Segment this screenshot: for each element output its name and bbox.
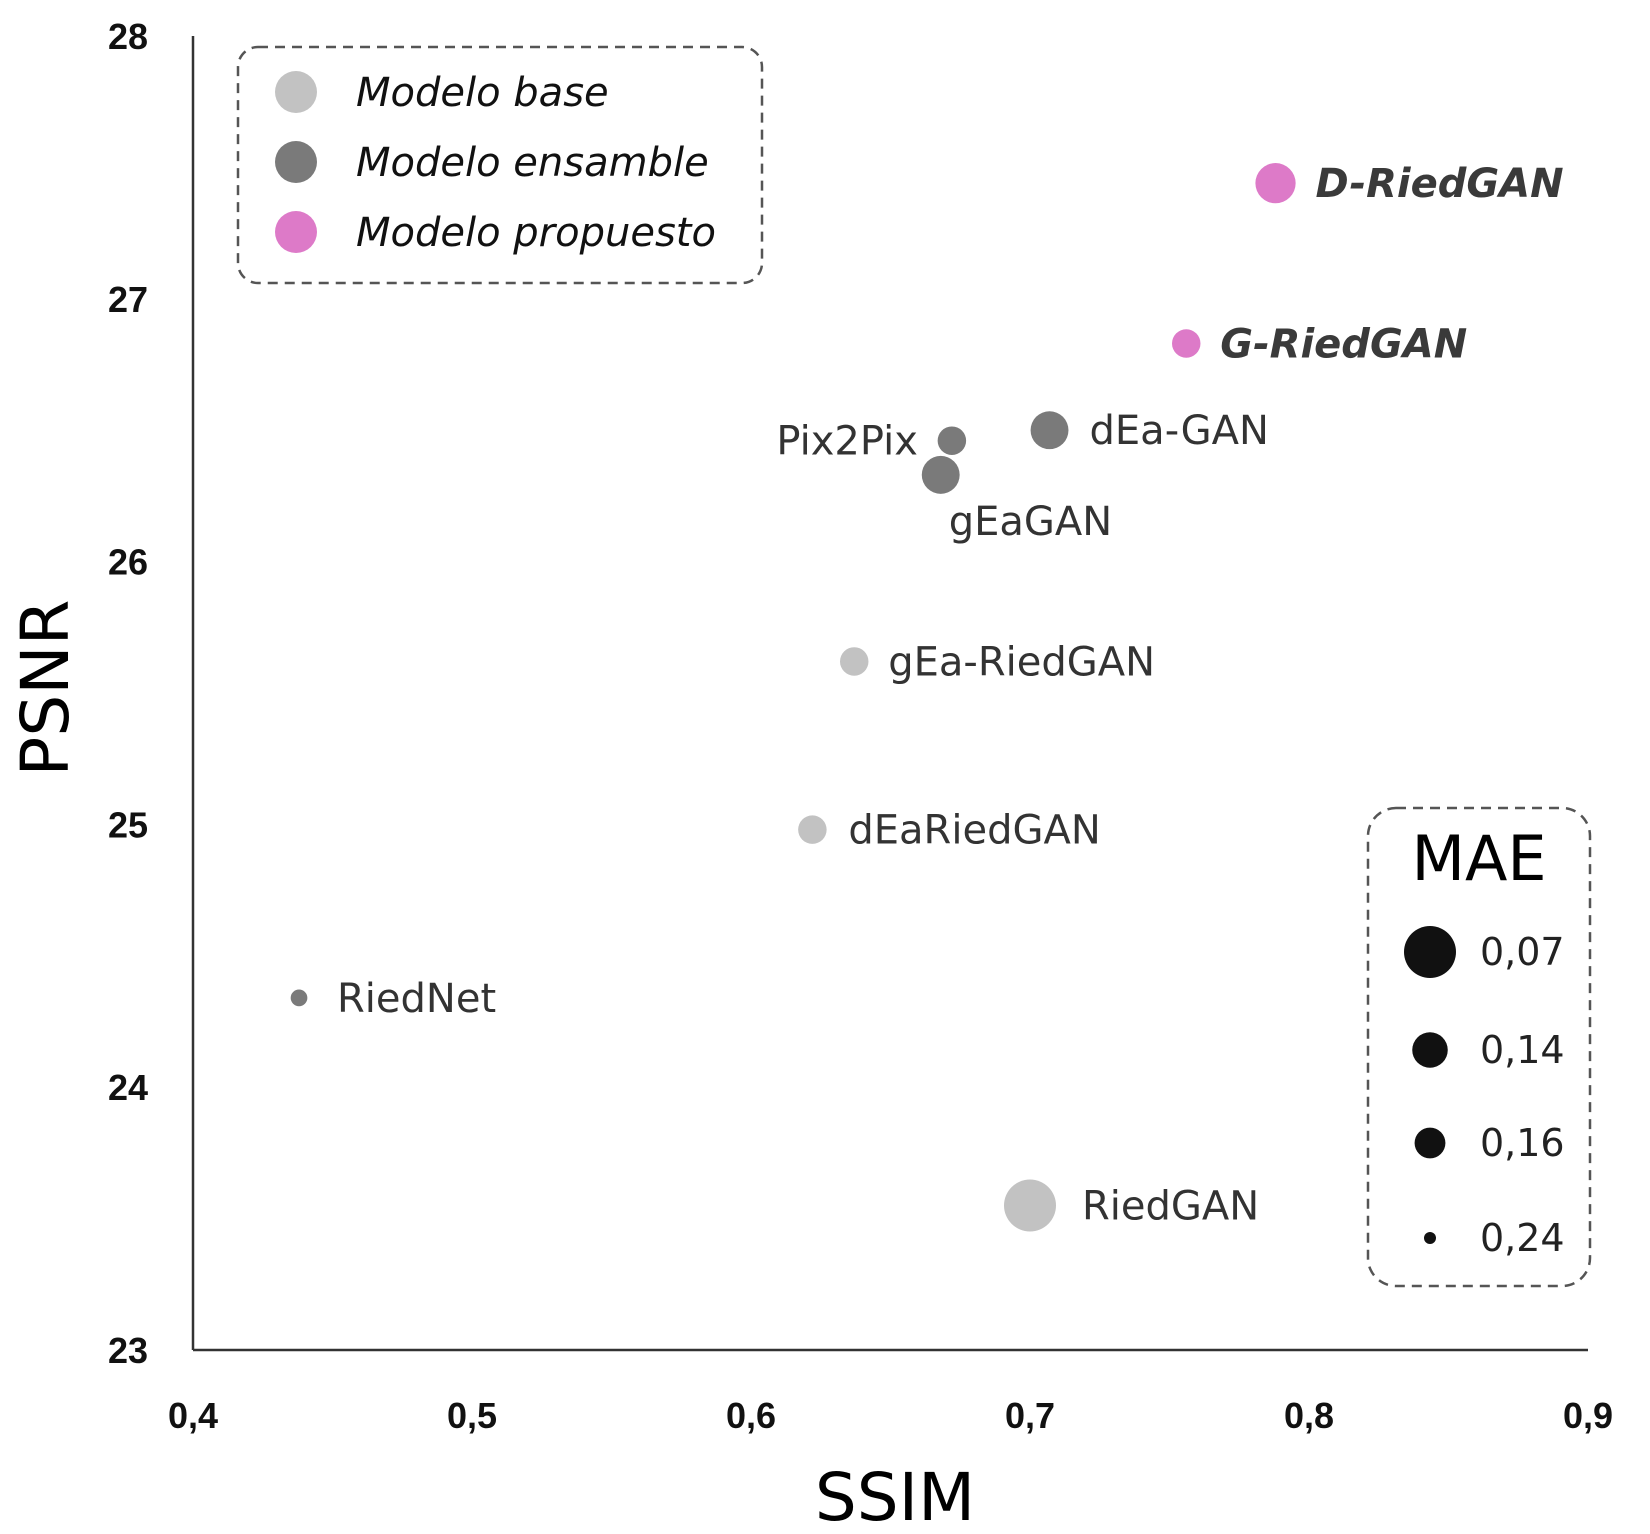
x-tick-label: 0,9 [1563, 1395, 1613, 1436]
x-tick-label: 0,8 [1284, 1395, 1334, 1436]
data-point-label: D-RiedGAN [1316, 161, 1564, 207]
data-point-label: RiedGAN [1082, 1183, 1259, 1229]
mae-legend-label: 0,14 [1480, 1028, 1565, 1072]
data-point-label: dEaRiedGAN [848, 808, 1100, 854]
x-axis-title: SSIM [815, 1459, 975, 1534]
legend-label: Modelo base [356, 70, 609, 116]
x-tick-label: 0,7 [1005, 1395, 1055, 1436]
data-point [1030, 411, 1069, 450]
group-legend: Modelo base Modelo ensamble Modelo propues… [236, 45, 764, 285]
data-point-label: RiedNet [337, 976, 496, 1022]
data-point-label: Pix2Pix [776, 419, 918, 465]
data-points: D-RiedGAN G-RiedGAN dEa-GAN Pix2Pix gEaGAN gE… [290, 161, 1564, 1232]
x-tick-label: 0,5 [447, 1395, 497, 1436]
data-point [921, 455, 960, 494]
y-tick-label: 27 [108, 279, 148, 320]
y-tick-labels: 23 24 25 26 27 28 [108, 16, 148, 1371]
mae-legend-title: MAE [1411, 822, 1546, 895]
y-axis-title: PSNR [7, 600, 84, 777]
y-tick-label: 26 [108, 542, 148, 583]
legend-marker [275, 211, 317, 253]
data-point-label: G-RiedGAN [1220, 321, 1467, 367]
data-point [1255, 163, 1296, 204]
y-tick-label: 25 [108, 804, 148, 845]
x-tick-labels: 0,4 0,5 0,6 0,7 0,8 0,9 [168, 1395, 1613, 1436]
data-point [1004, 1179, 1056, 1232]
group-legend-frame [236, 45, 764, 285]
legend-label: Modelo ensamble [356, 140, 709, 186]
mae-legend-label: 0,07 [1480, 930, 1565, 974]
mae-size-legend: MAE 0,07 0,14 0,16 0,24 [1366, 806, 1592, 1288]
mae-legend-label: 0,16 [1480, 1121, 1565, 1165]
y-tick-label: 24 [108, 1067, 148, 1108]
mae-legend-marker [1414, 1127, 1446, 1159]
y-tick-label: 23 [108, 1330, 148, 1371]
data-point-label: gEaGAN [949, 499, 1112, 545]
data-point [798, 815, 827, 844]
mae-legend-marker [1412, 1032, 1448, 1068]
data-point-label: dEa-GAN [1090, 408, 1269, 454]
legend-marker [275, 141, 317, 183]
data-point-label: gEa-RiedGAN [888, 639, 1155, 685]
data-point [290, 989, 308, 1007]
legend-label: Modelo propuesto [356, 210, 716, 256]
data-point [839, 647, 869, 676]
x-tick-label: 0,4 [168, 1395, 218, 1436]
data-point [937, 426, 967, 455]
mae-legend-frame [1366, 806, 1592, 1288]
mae-legend-label: 0,24 [1480, 1216, 1565, 1260]
mae-legend-marker [1404, 926, 1456, 978]
legend-marker [275, 71, 317, 113]
data-point [1172, 329, 1201, 358]
y-tick-label: 28 [108, 16, 148, 57]
mae-legend-marker [1424, 1232, 1436, 1244]
x-tick-label: 0,6 [726, 1395, 776, 1436]
